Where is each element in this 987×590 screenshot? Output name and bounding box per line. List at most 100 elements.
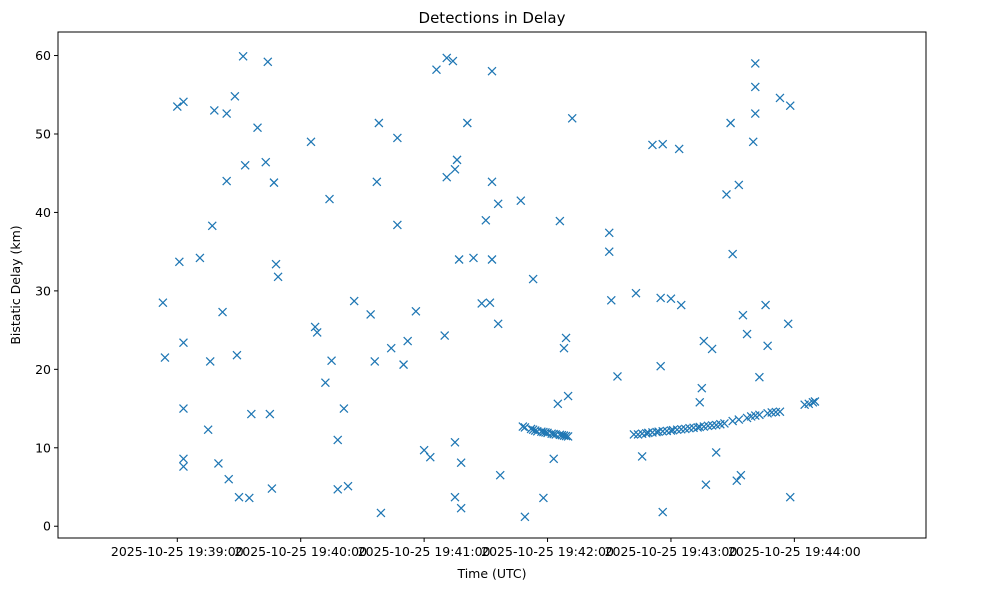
- scatter-point: [674, 144, 684, 154]
- scatter-point: [656, 361, 666, 371]
- scatter-point: [392, 133, 402, 143]
- scatter-point: [722, 189, 731, 199]
- scatter-point: [553, 399, 563, 409]
- scatter-point: [246, 409, 256, 419]
- chart-title: Detections in Delay: [419, 9, 566, 27]
- scatter-point: [265, 409, 275, 419]
- scatter-point: [273, 272, 283, 282]
- scatter-point: [487, 177, 497, 187]
- scatter-point: [750, 109, 760, 119]
- scatter-point: [695, 397, 705, 407]
- scatter-point: [222, 109, 232, 119]
- scatter-point: [469, 253, 478, 263]
- scatter-point: [754, 372, 764, 382]
- scatter-point: [240, 160, 250, 170]
- scatter-point: [707, 420, 717, 430]
- scatter-point: [728, 249, 738, 259]
- scatter-point: [386, 343, 396, 353]
- scatter-point: [604, 228, 614, 238]
- scatter-point: [487, 66, 497, 76]
- scatter-point: [487, 255, 497, 264]
- scatter-point: [775, 93, 785, 103]
- scatter-point: [456, 503, 466, 513]
- scatter-point: [312, 328, 322, 337]
- y-tick-label: 0: [43, 519, 51, 534]
- scatter-point: [613, 371, 622, 381]
- scatter-point: [658, 139, 668, 149]
- scatter-point: [440, 331, 450, 341]
- scatter-point: [561, 333, 571, 343]
- scatter-point: [160, 353, 170, 363]
- scatter-point: [567, 113, 577, 123]
- x-tick-label: 2025-10-25 19:43:00: [605, 544, 738, 559]
- scatter-point: [748, 137, 758, 147]
- scatter-point: [518, 422, 528, 432]
- scatter-point: [339, 404, 349, 413]
- scatter-point: [179, 462, 188, 472]
- scatter-point: [450, 492, 460, 502]
- scatter-point: [179, 97, 188, 107]
- scatter-point: [528, 274, 538, 284]
- y-tick-label: 40: [35, 205, 51, 220]
- scatter-point: [195, 253, 205, 263]
- scatter-point: [538, 493, 548, 503]
- scatter-point: [218, 307, 227, 317]
- scatter-point: [771, 407, 781, 417]
- scatter-point: [320, 378, 330, 388]
- scatter-point: [647, 140, 657, 150]
- scatter-point: [631, 288, 641, 298]
- plot-frame: [57, 31, 927, 539]
- scatter-point: [450, 164, 460, 174]
- scatter-point: [485, 298, 495, 308]
- x-tick-label: 2025-10-25 19:42:00: [481, 544, 614, 559]
- scatter-point: [232, 350, 242, 360]
- scatter-point: [629, 430, 639, 439]
- scatter-point: [707, 344, 717, 354]
- scatter-point: [234, 492, 244, 502]
- scatter-point: [205, 357, 215, 366]
- x-axis-label: Time (UTC): [456, 566, 526, 581]
- scatter-point: [450, 437, 460, 447]
- scatter-point: [349, 296, 359, 306]
- x-tick-label: 2025-10-25 19:40:00: [234, 544, 367, 559]
- scatter-point: [732, 476, 742, 486]
- scatter-point: [425, 452, 435, 462]
- y-tick-label: 50: [35, 126, 51, 141]
- scatter-point: [306, 137, 316, 147]
- scatter-point: [734, 415, 744, 424]
- scatter-point: [403, 336, 413, 346]
- scatter-point: [750, 58, 760, 68]
- scatter-point: [808, 397, 818, 407]
- x-tick-label: 2025-10-25 19:41:00: [358, 544, 491, 559]
- y-tick-label: 60: [35, 48, 51, 63]
- scatter-point: [172, 102, 182, 111]
- scatter-point: [736, 470, 746, 480]
- y-axis-label: Bistatic Delay (km): [8, 225, 23, 344]
- scatter-point: [238, 51, 248, 61]
- scatter-point: [783, 319, 793, 329]
- scatter-point: [179, 404, 188, 413]
- scatter-point: [261, 157, 271, 167]
- scatter-point: [452, 155, 462, 165]
- scatter-point: [728, 416, 738, 426]
- scatter-point: [493, 319, 503, 329]
- x-tick-label: 2025-10-25 19:44:00: [728, 544, 861, 559]
- scatter-point: [392, 220, 402, 230]
- scatter-point: [370, 357, 380, 366]
- scatter-point: [222, 176, 232, 186]
- scatter-point: [563, 431, 573, 441]
- scatter-point: [481, 215, 491, 225]
- scatter-point: [230, 91, 240, 101]
- scatter-point: [676, 424, 686, 434]
- scatter-point: [376, 508, 386, 518]
- scatter-point: [327, 356, 337, 366]
- scatter-point: [432, 65, 441, 75]
- scatter-point: [676, 300, 686, 310]
- scatter-point: [269, 178, 279, 188]
- scatter-point: [419, 445, 429, 455]
- scatter-point: [734, 180, 744, 190]
- scatter-point: [559, 343, 569, 353]
- scatter-point: [516, 196, 526, 206]
- scatter-point: [454, 255, 464, 264]
